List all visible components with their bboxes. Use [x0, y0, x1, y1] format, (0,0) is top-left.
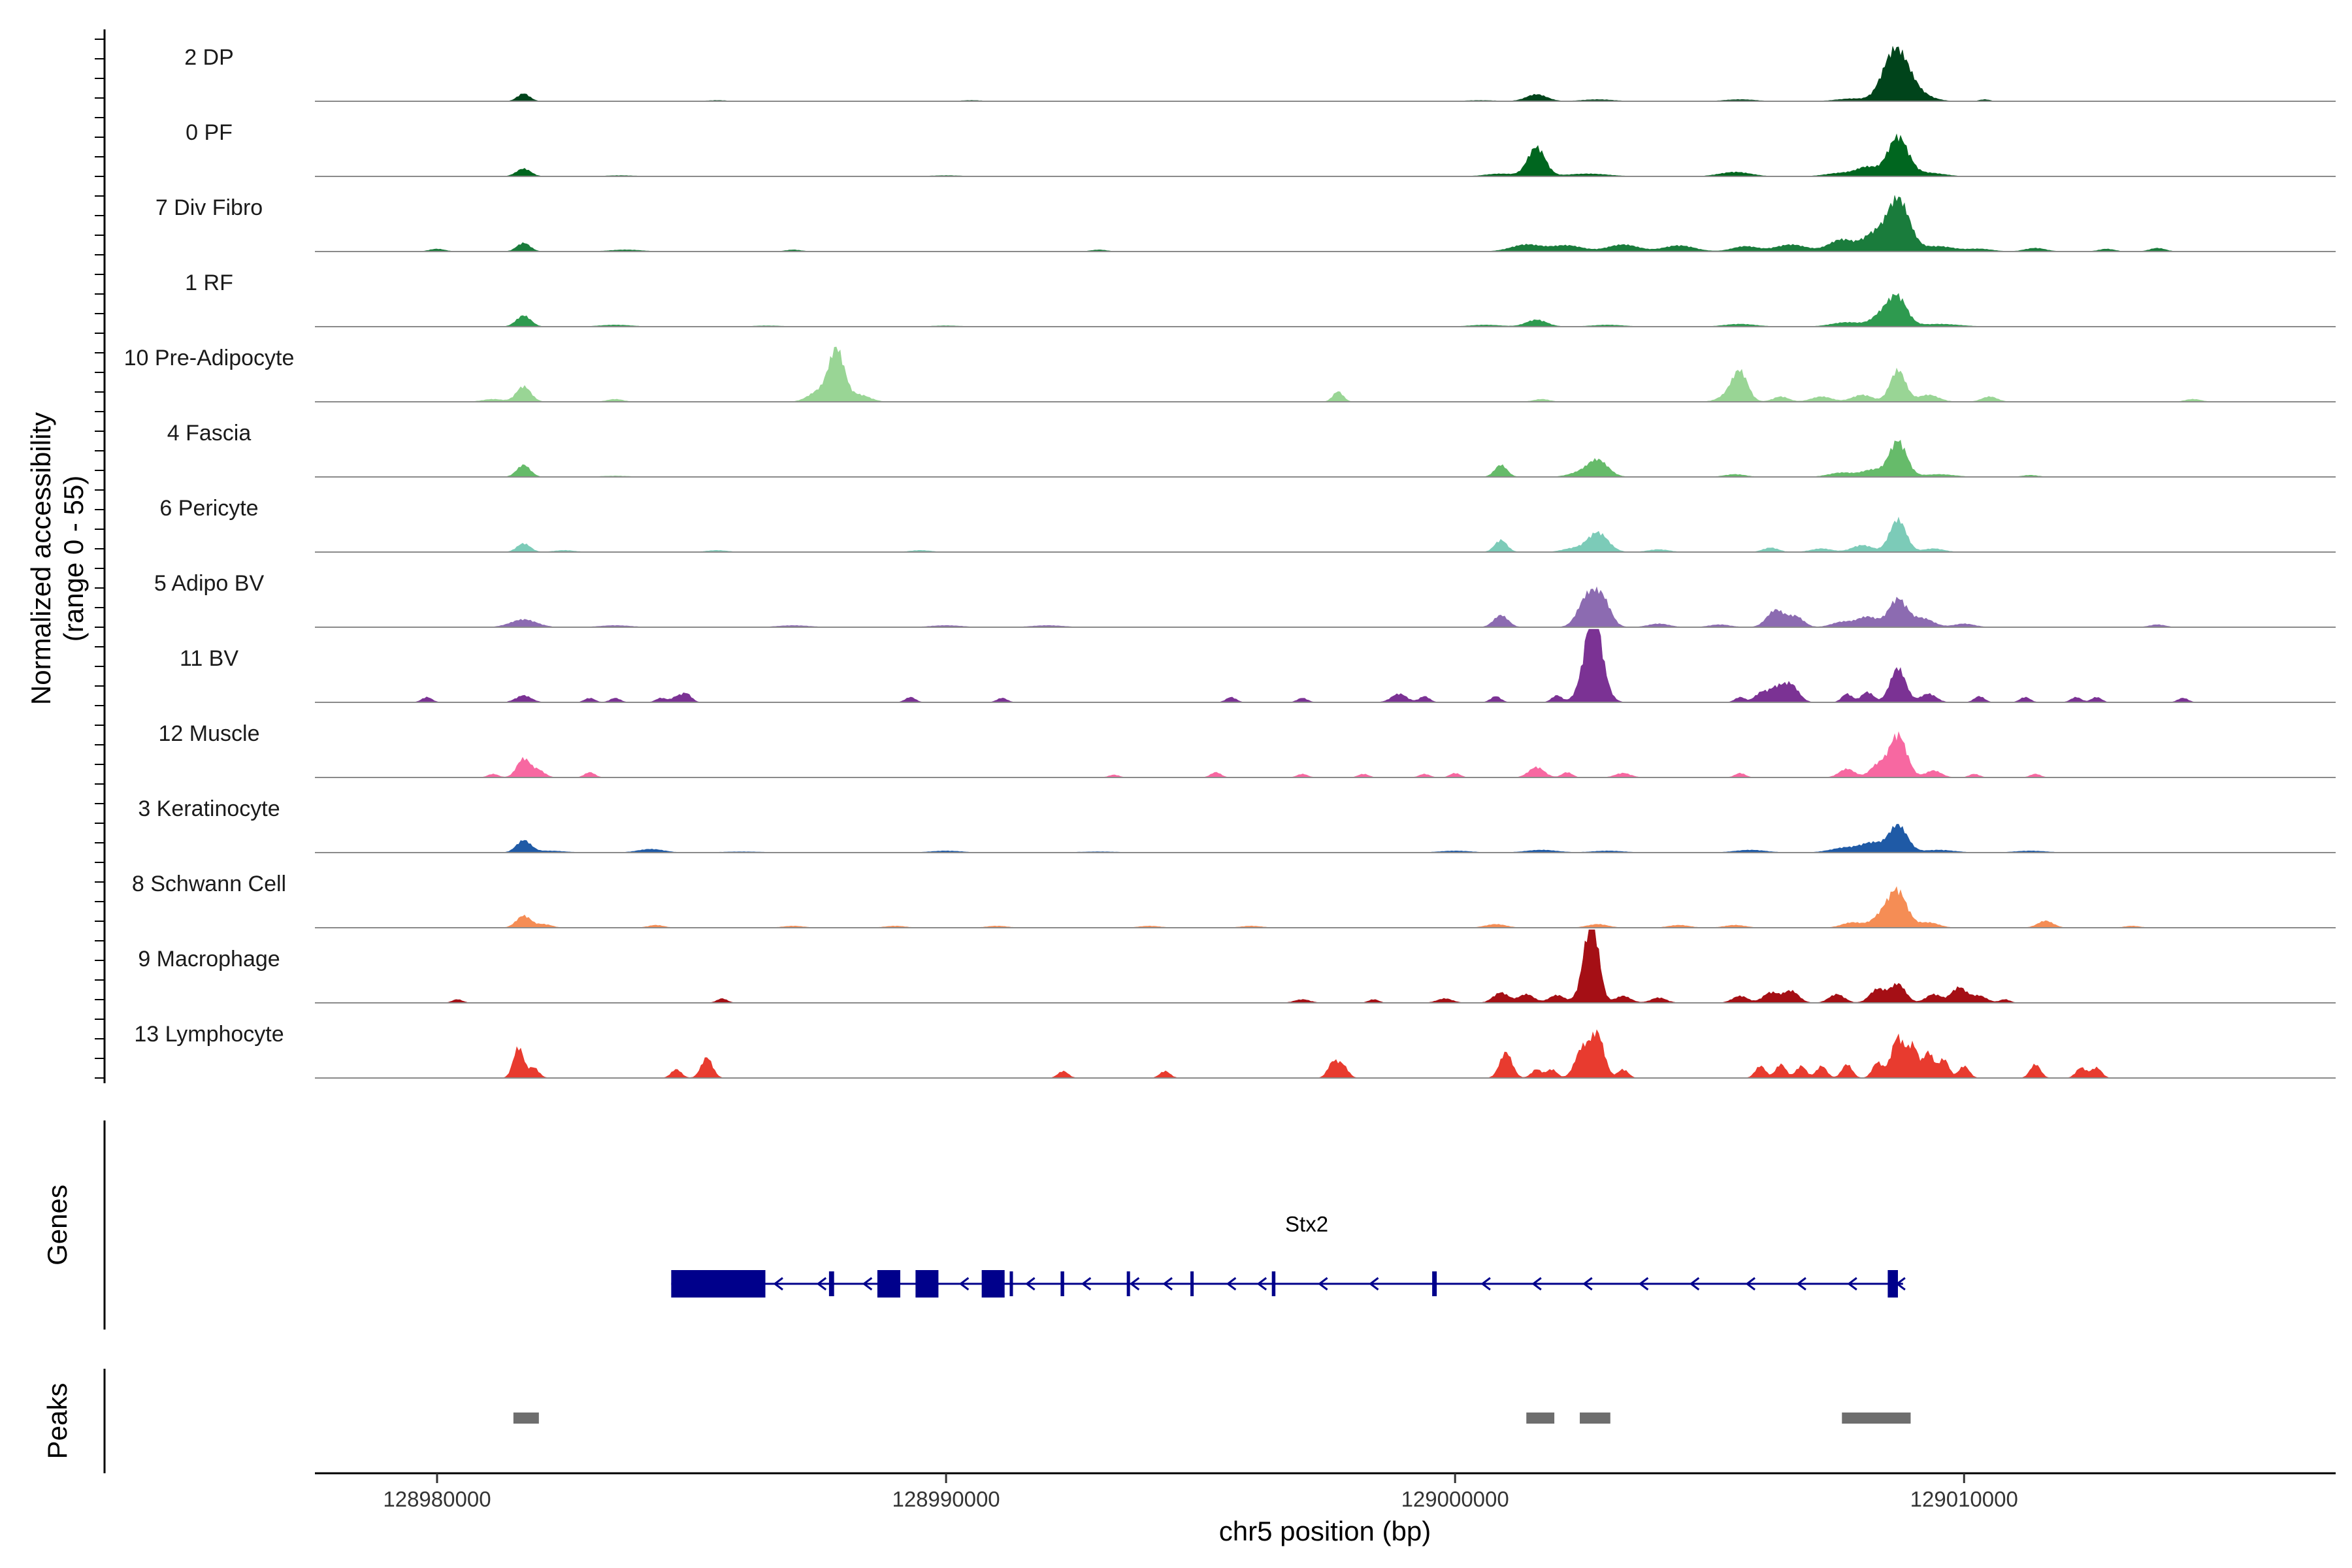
track-3-keratinocyte: 3 Keratinocyte: [138, 796, 2336, 853]
strand-arrow: [1226, 1277, 1237, 1291]
strand-arrow: [1582, 1277, 1593, 1291]
track-label: 12 Muscle: [159, 721, 260, 746]
coverage-area: [315, 1029, 2336, 1079]
genes-track-title: Genes: [42, 1184, 73, 1266]
gene-stx2: Stx2: [671, 1212, 1906, 1298]
strand-arrow: [773, 1277, 783, 1291]
track-label: 5 Adipo BV: [154, 571, 265, 596]
gene-models: Stx2: [671, 1212, 1906, 1298]
gene-label: Stx2: [1285, 1212, 1328, 1236]
track-11-bv: 11 BV: [180, 629, 2336, 703]
strand-arrow: [1689, 1277, 1700, 1291]
track-label: 3 Keratinocyte: [138, 796, 280, 821]
track-label: 2 DP: [184, 45, 234, 70]
track-4-fascia: 4 Fascia: [167, 421, 2336, 478]
peak-region: [1580, 1413, 1610, 1424]
coverage-area: [315, 886, 2336, 928]
coverage-area: [315, 195, 2336, 252]
y-axis-range: (range 0 - 55): [58, 476, 89, 642]
strand-arrow: [1796, 1277, 1806, 1291]
coverage-area: [315, 346, 2336, 402]
strand-arrow: [1745, 1277, 1756, 1291]
strand-arrow: [958, 1277, 970, 1291]
track-label: 1 RF: [185, 270, 233, 295]
x-tick-label: 129010000: [1910, 1487, 2018, 1511]
strand-arrow: [1318, 1277, 1328, 1291]
track-9-macrophage: 9 Macrophage: [138, 929, 2336, 1004]
gene-exon: [981, 1270, 1005, 1298]
track-label: 4 Fascia: [167, 421, 252, 446]
x-axis-ticks: 128980000 128990000 129000000 129010000: [383, 1473, 2018, 1511]
gene-exon: [1190, 1271, 1194, 1296]
peak-regions: [513, 1413, 1911, 1424]
strand-arrow: [1256, 1277, 1267, 1291]
gene-exon: [828, 1271, 834, 1296]
x-tick-label: 129000000: [1401, 1487, 1509, 1511]
x-axis-title: chr5 position (bp): [1219, 1516, 1431, 1546]
strand-arrow: [1847, 1277, 1857, 1291]
track-0-pf: 0 PF: [186, 120, 2336, 177]
coverage-area: [315, 824, 2336, 853]
strand-arrow: [1129, 1277, 1140, 1291]
track-label: 11 BV: [180, 646, 238, 671]
track-label: 6 Pericyte: [159, 496, 258, 521]
gene-exon: [1126, 1271, 1130, 1296]
coverage-tracks: 2 DP 0 PF 7 Div Fibro 1 RF 10 Pre-Adipocyte 4…: [124, 45, 2336, 1079]
peak-region: [1526, 1413, 1555, 1424]
track-label: 8 Schwann Cell: [132, 872, 286, 896]
track-label: 10 Pre-Adipocyte: [124, 346, 295, 370]
gene-exon: [671, 1270, 766, 1298]
peak-region: [513, 1413, 539, 1424]
peaks-track-title: Peaks: [42, 1383, 73, 1460]
x-tick-label: 128980000: [383, 1487, 491, 1511]
track-7-div-fibro: 7 Div Fibro: [155, 195, 2336, 252]
track-label: 7 Div Fibro: [155, 195, 263, 220]
gene-exon: [1432, 1271, 1437, 1296]
y-axis-ticks: [95, 39, 105, 1079]
peak-region: [1842, 1413, 1911, 1424]
track-1-rf: 1 RF: [185, 270, 2336, 327]
coverage-area: [315, 586, 2336, 628]
coverage-area: [315, 46, 2336, 102]
track-5-adipo-bv: 5 Adipo BV: [154, 571, 2336, 628]
gene-exon: [1009, 1271, 1013, 1296]
strand-arrow: [1638, 1277, 1649, 1291]
coverage-area: [315, 929, 2336, 1004]
track-13-lymphocyte: 13 Lymphocyte: [134, 1022, 2336, 1079]
y-axis-title: Normalized accessibility: [25, 412, 56, 705]
strand-arrow: [816, 1277, 827, 1291]
strand-arrow: [1480, 1277, 1491, 1291]
track-2-dp: 2 DP: [184, 45, 2336, 102]
track-10-pre-adipocyte: 10 Pre-Adipocyte: [124, 346, 2336, 402]
gene-exon: [1887, 1270, 1898, 1298]
strand-arrow: [1531, 1277, 1542, 1291]
coverage-area: [315, 629, 2336, 703]
strand-arrow: [1369, 1277, 1379, 1291]
track-label: 0 PF: [186, 120, 233, 145]
gene-exon: [1060, 1271, 1064, 1296]
track-12-muscle: 12 Muscle: [159, 721, 2336, 778]
coverage-area: [315, 516, 2336, 553]
strand-arrow: [1081, 1277, 1092, 1291]
coverage-area: [315, 440, 2336, 478]
coverage-area: [315, 133, 2336, 177]
gene-exon: [1271, 1271, 1276, 1296]
track-label: 13 Lymphocyte: [134, 1022, 284, 1047]
coverage-area: [315, 731, 2336, 778]
gene-exon: [877, 1270, 900, 1298]
x-tick-label: 128990000: [892, 1487, 1000, 1511]
gene-exon: [915, 1270, 939, 1298]
track-label: 9 Macrophage: [138, 947, 280, 972]
strand-arrow: [1025, 1277, 1036, 1291]
track-6-pericyte: 6 Pericyte: [159, 496, 2336, 553]
strand-arrow: [1162, 1277, 1173, 1291]
coverage-area: [315, 293, 2336, 327]
track-8-schwann-cell: 8 Schwann Cell: [132, 872, 2336, 928]
strand-arrow: [862, 1277, 873, 1291]
